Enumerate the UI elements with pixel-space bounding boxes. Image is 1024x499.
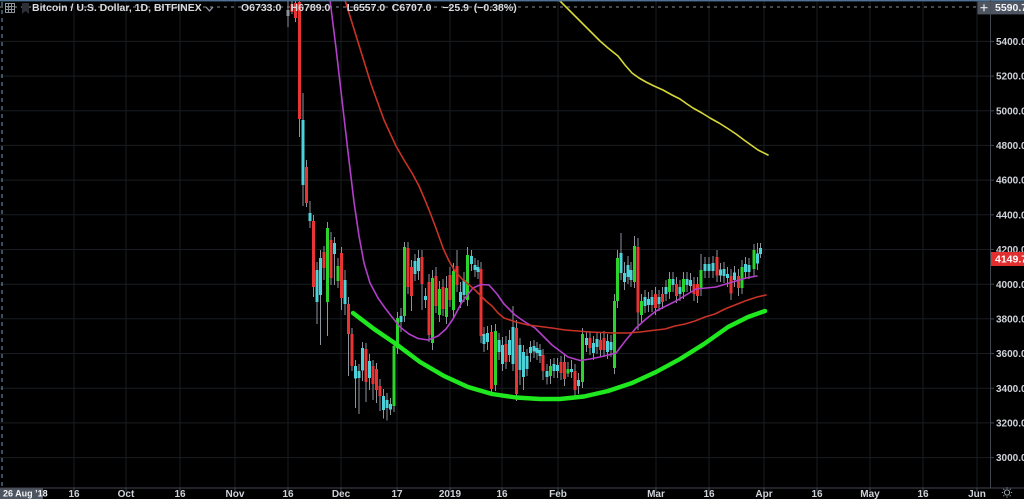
svg-text:Mar: Mar bbox=[647, 489, 665, 499]
svg-text:17: 17 bbox=[391, 489, 403, 499]
svg-text:16: 16 bbox=[174, 489, 186, 499]
svg-text:O6733.0: O6733.0 bbox=[241, 2, 281, 14]
svg-text:(−0.38%): (−0.38%) bbox=[474, 2, 517, 14]
svg-text:16: 16 bbox=[917, 489, 929, 499]
svg-text:C6707.0: C6707.0 bbox=[392, 2, 432, 14]
svg-text:3400.0: 3400.0 bbox=[996, 384, 1024, 395]
svg-text:16: 16 bbox=[282, 489, 294, 499]
svg-text:Bitcoin / U.S. Dollar, 1D, BIT: Bitcoin / U.S. Dollar, 1D, BITFINEX bbox=[32, 2, 202, 14]
svg-text:4400.0: 4400.0 bbox=[996, 210, 1024, 221]
svg-text:26 Aug ’18: 26 Aug ’18 bbox=[3, 489, 48, 499]
svg-text:H6789.0: H6789.0 bbox=[291, 2, 331, 14]
svg-text:Oct: Oct bbox=[118, 489, 135, 499]
svg-text:−25.9: −25.9 bbox=[442, 2, 469, 14]
svg-text:16: 16 bbox=[703, 489, 715, 499]
svg-text:Apr: Apr bbox=[755, 489, 772, 499]
svg-text:5400.0: 5400.0 bbox=[996, 37, 1024, 48]
svg-text:2019: 2019 bbox=[439, 489, 462, 499]
svg-text:L6557.0: L6557.0 bbox=[347, 2, 386, 14]
svg-text:4800.0: 4800.0 bbox=[996, 141, 1024, 152]
svg-text:16: 16 bbox=[811, 489, 823, 499]
svg-text:Nov: Nov bbox=[226, 489, 245, 499]
svg-text:5000.0: 5000.0 bbox=[996, 106, 1024, 117]
svg-text:3600.0: 3600.0 bbox=[996, 349, 1024, 360]
svg-text:5590.7: 5590.7 bbox=[995, 2, 1024, 14]
svg-text:4600.0: 4600.0 bbox=[996, 176, 1024, 187]
svg-text:Feb: Feb bbox=[549, 489, 567, 499]
svg-text:4000.0: 4000.0 bbox=[996, 280, 1024, 291]
svg-text:3800.0: 3800.0 bbox=[996, 315, 1024, 326]
svg-text:3000.0: 3000.0 bbox=[996, 453, 1024, 464]
svg-text:3200.0: 3200.0 bbox=[996, 419, 1024, 430]
svg-text:Jun: Jun bbox=[968, 489, 986, 499]
svg-text:16: 16 bbox=[68, 489, 80, 499]
svg-text:16: 16 bbox=[496, 489, 508, 499]
svg-text:4149.7: 4149.7 bbox=[995, 254, 1024, 266]
svg-text:4200.0: 4200.0 bbox=[996, 245, 1024, 256]
svg-text:5200.0: 5200.0 bbox=[996, 72, 1024, 83]
svg-text:May: May bbox=[860, 489, 880, 499]
svg-text:Dec: Dec bbox=[332, 489, 351, 499]
